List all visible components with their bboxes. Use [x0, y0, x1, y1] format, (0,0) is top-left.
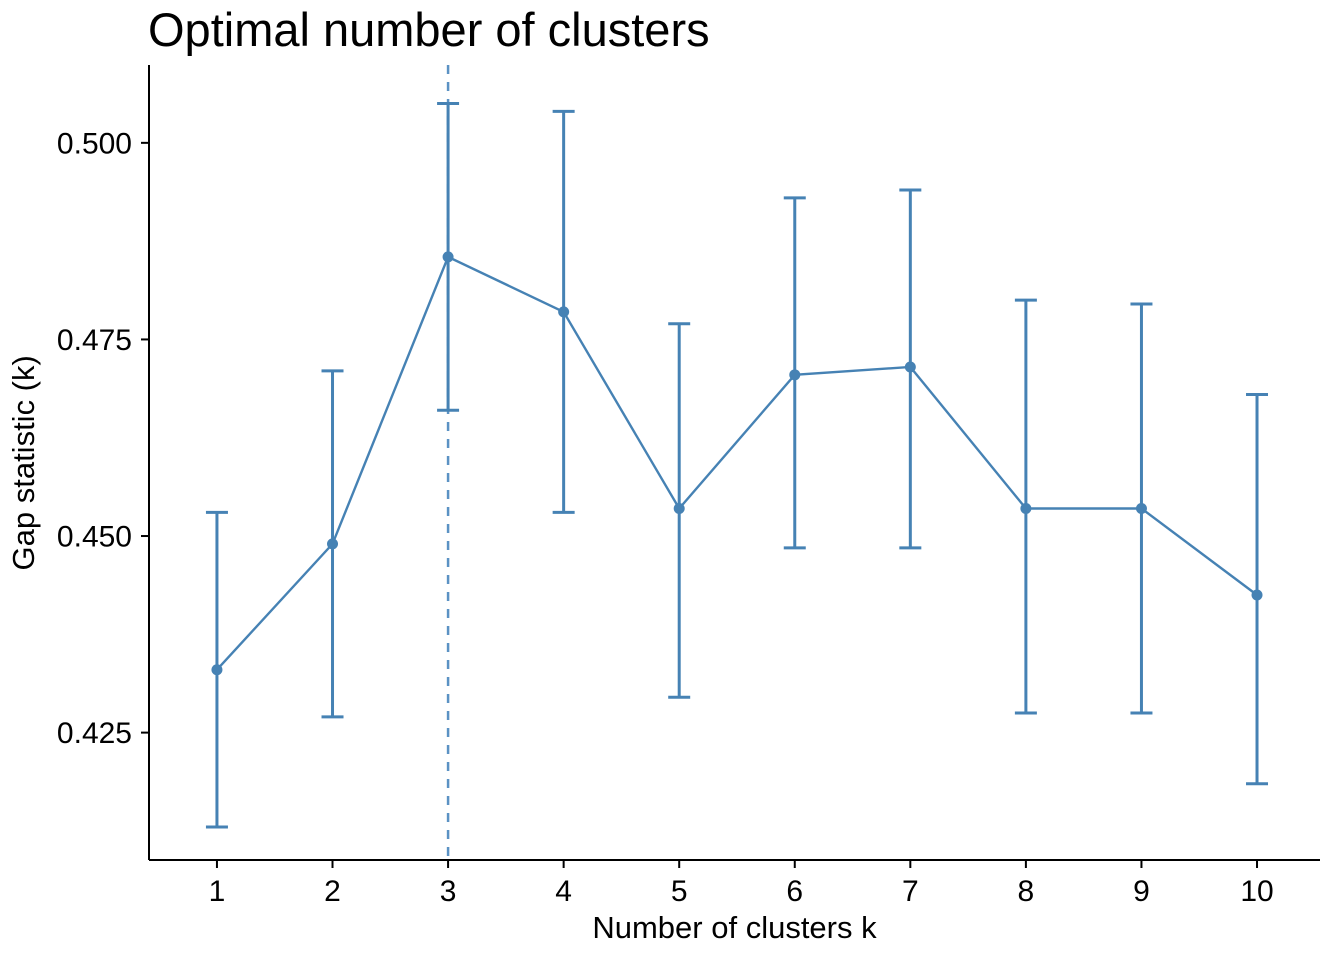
y-tick-label: 0.475	[57, 324, 132, 357]
x-tick-label: 4	[555, 875, 572, 908]
data-point-k1	[211, 664, 223, 676]
x-tick-label: 10	[1240, 875, 1273, 908]
data-point-k5	[673, 503, 685, 515]
data-point-k3	[442, 251, 454, 263]
data-point-k6	[789, 369, 801, 381]
gap-statistic-line	[216, 255, 1258, 671]
x-tick-label: 9	[1133, 875, 1150, 908]
x-tick-label: 1	[209, 875, 226, 908]
x-tick-label: 7	[902, 875, 919, 908]
data-point-k7	[904, 361, 916, 373]
data-point-k10	[1251, 589, 1263, 601]
y-tick-label: 0.500	[57, 127, 132, 160]
x-axis-title: Number of clusters k	[592, 910, 877, 945]
x-tick-label: 5	[671, 875, 688, 908]
x-tick-label: 8	[1018, 875, 1035, 908]
chart-title: Optimal number of clusters	[148, 3, 710, 56]
x-tick-label: 3	[440, 875, 457, 908]
data-point-k2	[327, 538, 339, 550]
data-point-k9	[1135, 503, 1147, 515]
data-point-k4	[558, 306, 570, 318]
y-axis-title: Gap statistic (k)	[6, 355, 42, 571]
y-tick-label: 0.425	[57, 717, 132, 750]
x-tick-label: 6	[786, 875, 803, 908]
x-tick-label: 2	[324, 875, 341, 908]
y-tick-label: 0.450	[57, 521, 132, 554]
data-point-k8	[1020, 503, 1032, 515]
